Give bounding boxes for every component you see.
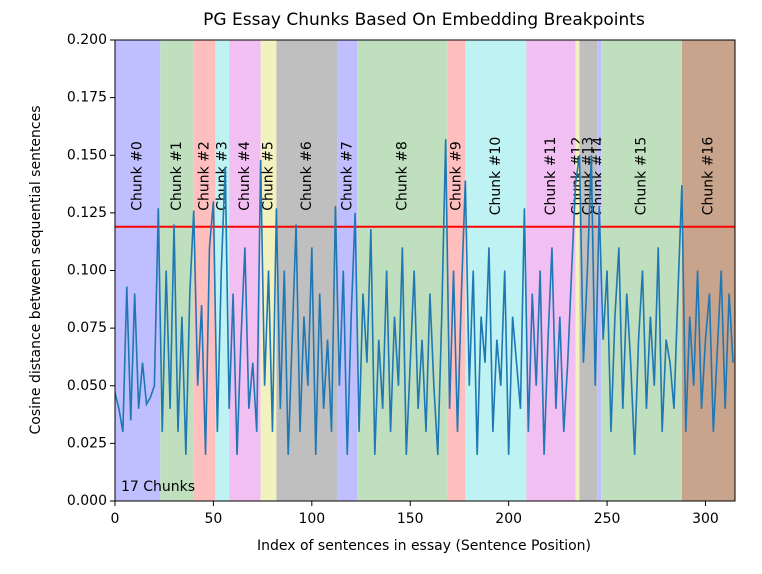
y-tick-label: 0.000 bbox=[67, 493, 107, 509]
chart-title: PG Essay Chunks Based On Embedding Break… bbox=[203, 10, 645, 30]
data-line bbox=[114, 139, 734, 455]
chunk-span bbox=[447, 40, 466, 501]
chunk-label: Chunk #8 bbox=[394, 141, 410, 211]
y-tick-label: 0.075 bbox=[67, 320, 107, 336]
chunk-label: Chunk #7 bbox=[339, 141, 355, 211]
chunk-label: Chunk #0 bbox=[130, 141, 146, 211]
chunk-span bbox=[276, 40, 338, 501]
annotation: 17 Chunks bbox=[121, 479, 195, 495]
chunk-label: Chunk #5 bbox=[261, 141, 277, 211]
chunk-label: Chunk #11 bbox=[543, 137, 559, 216]
x-axis-label: Index of sentences in essay (Sentence Po… bbox=[257, 538, 591, 554]
chunk-label: Chunk #1 bbox=[169, 141, 185, 211]
chunk-span bbox=[337, 40, 358, 501]
chunk-span bbox=[575, 40, 580, 501]
chunk-label: Chunk #4 bbox=[237, 141, 253, 211]
chunk-label: Chunk #3 bbox=[214, 141, 230, 211]
x-tick-label: 100 bbox=[298, 511, 325, 527]
chunk-label: Chunk #9 bbox=[448, 141, 464, 211]
y-tick-label: 0.025 bbox=[67, 435, 107, 451]
chunk-span bbox=[115, 40, 161, 501]
y-tick-label: 0.100 bbox=[67, 263, 107, 279]
x-tick-label: 250 bbox=[594, 511, 621, 527]
x-tick-label: 200 bbox=[495, 511, 522, 527]
chunk-label: Chunk #15 bbox=[634, 137, 650, 216]
chunk-span bbox=[597, 40, 602, 501]
y-tick-label: 0.200 bbox=[67, 32, 107, 48]
chunk-span bbox=[465, 40, 527, 501]
chunk-span bbox=[681, 40, 735, 501]
x-tick-label: 300 bbox=[692, 511, 719, 527]
chunk-label: Chunk #2 bbox=[197, 141, 213, 211]
x-tick-label: 0 bbox=[111, 511, 120, 527]
y-axis-label: Cosine distance between sequential sente… bbox=[28, 105, 44, 434]
chunk-label: Chunk #10 bbox=[488, 137, 504, 216]
chunk-span bbox=[160, 40, 194, 501]
x-tick-label: 150 bbox=[397, 511, 424, 527]
y-tick-label: 0.125 bbox=[67, 205, 107, 221]
chunk-label: Chunk #6 bbox=[299, 141, 315, 211]
chunk-label: Chunk #16 bbox=[700, 137, 716, 216]
x-tick-label: 50 bbox=[204, 511, 222, 527]
y-tick-label: 0.150 bbox=[67, 147, 107, 163]
chunk-span bbox=[601, 40, 682, 501]
chunk-span bbox=[193, 40, 216, 501]
y-tick-label: 0.175 bbox=[67, 90, 107, 106]
y-tick-label: 0.050 bbox=[67, 378, 107, 394]
chunk-span bbox=[579, 40, 598, 501]
